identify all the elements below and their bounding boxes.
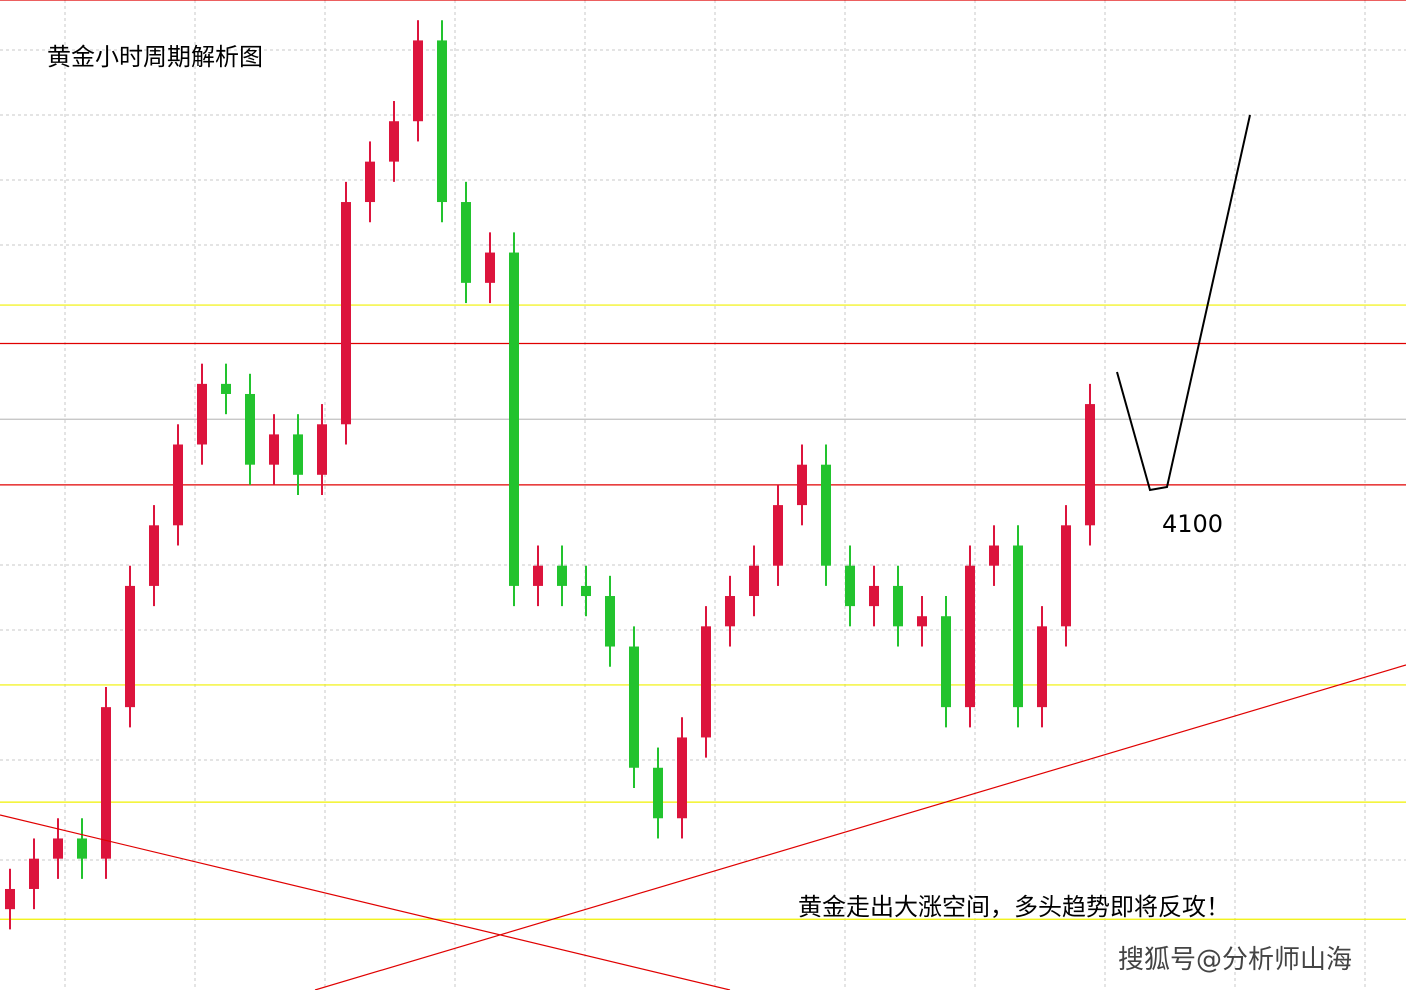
candle-body — [677, 737, 687, 819]
candle-body — [173, 444, 183, 526]
candle-body — [941, 616, 951, 708]
candle-body — [701, 626, 711, 738]
candle-body — [101, 707, 111, 859]
candle-body — [125, 585, 135, 708]
candle-body — [533, 565, 543, 586]
candle-body — [5, 888, 15, 910]
candle-body — [917, 616, 927, 627]
candle-body — [773, 505, 783, 566]
candle-body — [605, 596, 615, 647]
trend-line — [314, 664, 1406, 990]
candle-body — [557, 565, 567, 586]
candle-body — [293, 434, 303, 475]
candle-body — [461, 202, 471, 283]
candle-body — [197, 383, 207, 445]
candle-body — [989, 545, 999, 566]
candle-body — [269, 434, 279, 465]
candle-body — [965, 565, 975, 708]
candle-body — [485, 252, 495, 283]
candle-body — [845, 565, 855, 607]
candle-body — [365, 161, 375, 203]
candle-body — [1061, 525, 1071, 627]
candle-body — [1037, 626, 1047, 708]
candle-body — [893, 585, 903, 627]
candle-body — [149, 525, 159, 586]
candle-body — [221, 383, 231, 394]
candle-body — [317, 424, 327, 475]
projection-path — [1116, 114, 1251, 492]
candle-body — [725, 596, 735, 627]
candle-body — [53, 838, 63, 859]
candle-body — [29, 858, 39, 889]
target-label: 4100 — [1162, 510, 1223, 538]
candle-body — [821, 464, 831, 566]
watermark: 搜狐号@分析师山海 — [1118, 945, 1352, 975]
candle-body — [389, 121, 399, 162]
candle-body — [341, 202, 351, 425]
candle-body — [1013, 545, 1023, 708]
candle-body — [869, 585, 879, 607]
chart-title: 黄金小时周期解析图 — [47, 43, 263, 71]
trend-line — [0, 814, 731, 990]
candle-body — [1085, 404, 1095, 526]
candle-body — [77, 838, 87, 859]
levels — [0, 0, 1406, 920]
candle-body — [509, 252, 519, 586]
candle-body — [581, 585, 591, 597]
candle-body — [797, 464, 807, 506]
candle-body — [653, 767, 663, 819]
candle-body — [413, 40, 423, 122]
annotation: 黄金走出大涨空间，多头趋势即将反攻！ — [798, 893, 1230, 921]
candle-body — [245, 393, 255, 465]
candle-body — [749, 565, 759, 597]
candles — [5, 20, 1095, 930]
candle-body — [437, 40, 447, 203]
candle-body — [629, 646, 639, 768]
